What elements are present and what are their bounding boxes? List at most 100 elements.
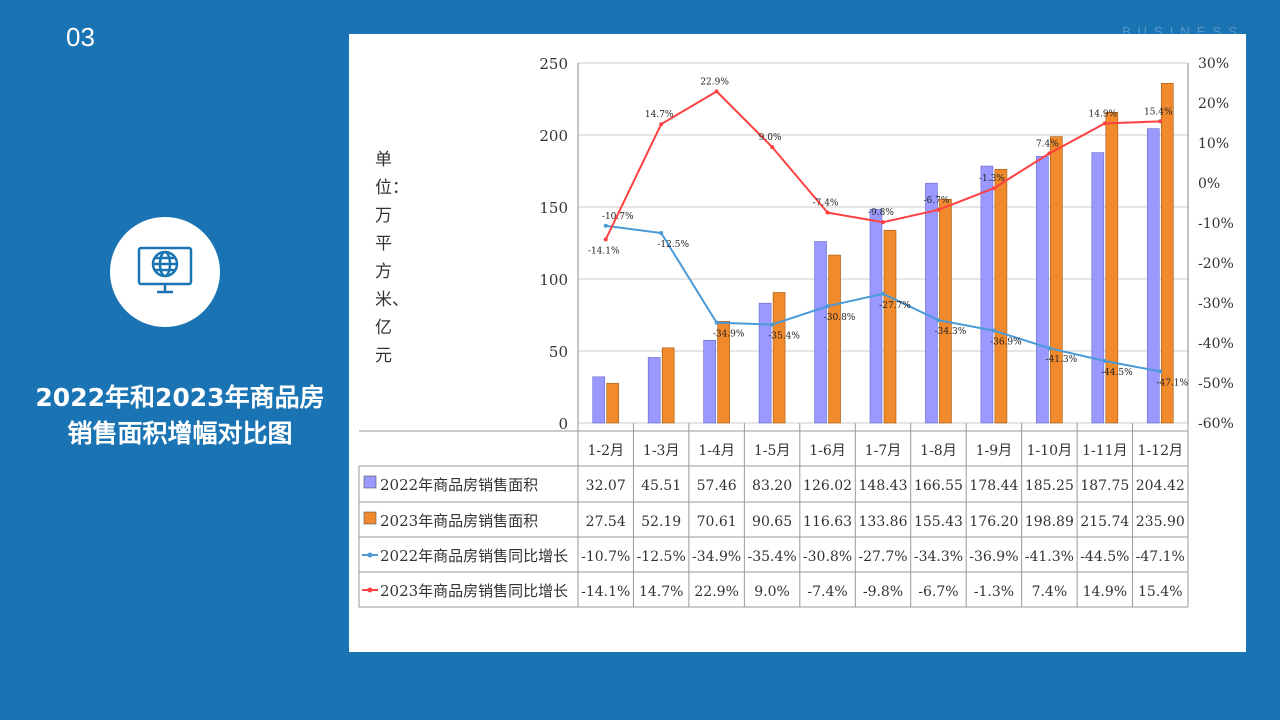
bar-2022 (1091, 152, 1105, 424)
table-cell: -34.9% (692, 549, 741, 565)
bar-2023 (1050, 136, 1063, 424)
line-point (603, 237, 608, 242)
bar-2023 (1160, 83, 1174, 424)
bar-2023 (772, 292, 786, 424)
y2-tick-label: -40% (1198, 336, 1234, 352)
table-cell: 32.07 (586, 478, 626, 494)
line-point (936, 318, 941, 323)
category-label: 1-3月 (643, 443, 680, 459)
table-cell: 178.44 (969, 478, 1018, 494)
table-cell: -36.9% (969, 549, 1018, 565)
data-label: -10.7% (602, 212, 634, 222)
category-label: 1-4月 (698, 443, 735, 459)
bar-2023 (994, 168, 1008, 424)
legend-marker (367, 587, 373, 593)
icon-circle (110, 217, 220, 327)
data-label: -36.9% (990, 338, 1022, 348)
table-cell: -30.8% (803, 549, 852, 565)
title-line-1: 2022年和2023年商品房 (35, 383, 325, 412)
table-cell: 22.9% (694, 584, 738, 600)
data-label: 22.9% (700, 77, 729, 87)
line-point (825, 304, 830, 309)
bar-2023 (606, 383, 620, 424)
bar-2022 (703, 339, 716, 424)
table-cell: 133.86 (859, 514, 908, 530)
y2-tick-label: -20% (1198, 256, 1234, 272)
table-cell: 198.89 (1025, 514, 1074, 530)
data-label: -47.1% (1156, 378, 1188, 388)
line-point (1158, 119, 1163, 124)
table-cell: 45.51 (641, 478, 681, 494)
category-label: 1-11月 (1082, 443, 1127, 459)
line-point (714, 89, 719, 94)
data-label: -1.3% (979, 174, 1005, 184)
line-point (881, 291, 885, 296)
table-cell: 148.43 (859, 478, 908, 494)
y-tick-label: 0 (558, 415, 568, 433)
table-cell: 185.25 (1025, 478, 1074, 494)
legend-swatch (363, 511, 377, 525)
data-label: -41.3% (1046, 355, 1078, 365)
table-cell: 57.46 (697, 478, 737, 494)
y-tick-label: 50 (549, 343, 568, 361)
data-label: -14.1% (588, 246, 620, 256)
category-label: 1-7月 (865, 443, 902, 459)
table-cell: -27.7% (858, 549, 907, 565)
bar-2022 (814, 241, 827, 424)
table-cell: -10.7% (581, 549, 630, 565)
y2-tick-label: -10% (1198, 216, 1234, 232)
bar-2022 (980, 165, 994, 424)
category-label: 1-8月 (920, 443, 957, 459)
table-cell: -47.1% (1136, 549, 1185, 565)
y2-tick-label: 0% (1198, 176, 1220, 192)
y2-tick-label: 30% (1198, 56, 1229, 72)
line-point (1047, 346, 1052, 351)
table-cell: 15.4% (1138, 584, 1182, 600)
y2-tick-label: -60% (1198, 416, 1234, 432)
line-point (603, 223, 608, 228)
data-label: -30.8% (824, 313, 856, 323)
table-cell: 215.74 (1080, 514, 1129, 530)
y2-tick-label: -30% (1198, 296, 1234, 312)
table-cell: 235.90 (1136, 514, 1185, 530)
bar-2023 (661, 347, 675, 424)
data-label: 15.4% (1144, 107, 1173, 117)
line-point (991, 328, 996, 333)
data-label: -27.7% (879, 301, 911, 311)
table-cell: -35.4% (747, 549, 796, 565)
data-label: -34.3% (935, 327, 967, 337)
table-cell: 204.42 (1136, 478, 1185, 494)
data-label: -12.5% (657, 240, 689, 250)
data-label: 9.0% (759, 133, 782, 143)
slide-number: 03 (66, 22, 95, 52)
table-cell: -14.1% (581, 584, 630, 600)
line-point (1047, 151, 1052, 156)
bar-2023 (828, 254, 841, 424)
line-point (770, 145, 775, 149)
table-cell: 14.7% (639, 584, 683, 600)
category-label: 1-6月 (809, 443, 846, 459)
table-cell: 70.61 (697, 514, 737, 530)
table-cell: 126.02 (803, 478, 852, 494)
bar-2022 (592, 376, 606, 424)
category-label: 1-5月 (754, 443, 791, 459)
line-point (825, 210, 830, 215)
line-point (659, 231, 664, 235)
line-point (1158, 369, 1163, 374)
legend-label: 2023年商品房销售同比增长 (380, 582, 568, 600)
category-label: 1-10月 (1027, 443, 1072, 459)
y-axis-label: 单位：万平方米、亿元 (375, 150, 409, 366)
legend-label: 2022年商品房销售面积 (380, 476, 538, 494)
table-cell: 90.65 (752, 514, 792, 530)
bar-2022 (1146, 128, 1160, 424)
legend-label: 2022年商品房销售同比增长 (380, 547, 568, 565)
legend-marker (367, 552, 373, 558)
legend-swatch (363, 475, 377, 489)
table-cell: 83.20 (752, 478, 792, 494)
y2-tick-label: 20% (1198, 96, 1229, 112)
y-tick-label: 200 (539, 127, 568, 145)
chart-panel: 单位：万平方米、亿元 0 50 100 150 200 250 -60% -50% -40% -3… (349, 34, 1246, 652)
bar-2023 (939, 198, 952, 424)
bar-2022 (1036, 155, 1049, 424)
y2-tick-label: -50% (1198, 376, 1234, 392)
